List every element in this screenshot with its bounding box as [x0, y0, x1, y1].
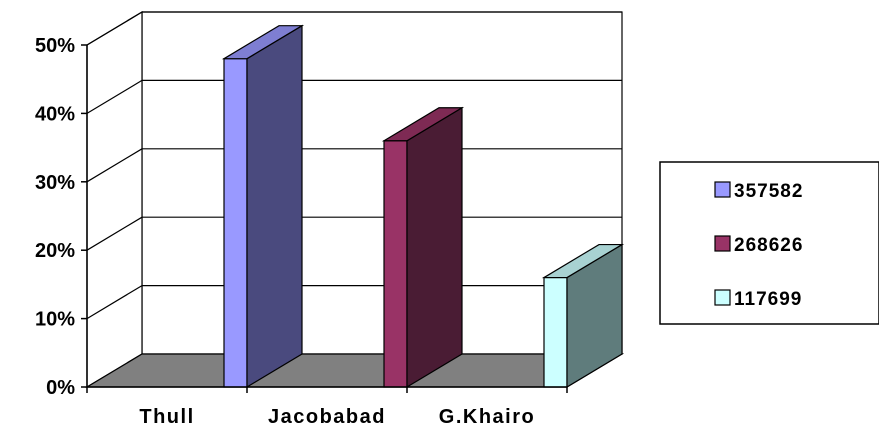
bar-front [543, 276, 568, 388]
y-tick-label: 10% [35, 309, 75, 331]
chart-floor [84, 353, 625, 388]
x-category-label: Jacobabad [268, 406, 386, 428]
floor-plane [84, 353, 625, 388]
bar-top [541, 243, 625, 279]
gridline-side [86, 11, 143, 46]
bar-front [223, 58, 248, 388]
bar-top [381, 107, 465, 142]
x-category-label: G.Khairo [439, 406, 535, 428]
bar-front [383, 140, 408, 388]
x-axis-labels: Thull Jacobabad G.Khairo [139, 406, 535, 428]
legend-swatch [714, 235, 731, 252]
chart-walls [86, 10, 623, 389]
bar-top [221, 25, 305, 60]
side-wall [86, 10, 143, 389]
legend-label: 357582 [734, 181, 803, 202]
y-tick-label: 0% [46, 377, 75, 399]
legend-box [659, 161, 879, 325]
back-wall [141, 11, 623, 355]
axes [81, 44, 568, 393]
gridline-side [86, 148, 143, 183]
legend-label: 117699 [734, 289, 802, 310]
y-axis-ticks: 0% 10% 20% 30% 40% 50% [35, 35, 75, 399]
y-tick-label: 40% [35, 103, 75, 125]
legend-swatch [714, 181, 731, 198]
x-category-label: Thull [139, 406, 194, 428]
y-tick-label: 20% [35, 240, 75, 262]
gridlines [86, 11, 622, 320]
bar-side [246, 24, 303, 389]
legend-label: 268626 [734, 235, 803, 256]
bars [221, 24, 625, 389]
bar-side [406, 106, 463, 389]
bar [541, 243, 625, 389]
bar [381, 106, 465, 389]
bar [221, 24, 305, 389]
y-tick-label: 30% [35, 172, 75, 194]
legend: 357582 268626 117699 [659, 161, 879, 325]
gridline-side [86, 216, 143, 251]
legend-swatch [714, 289, 731, 306]
y-tick-label: 50% [35, 35, 75, 57]
gridline-side [86, 79, 143, 114]
gridline-side [86, 285, 143, 320]
